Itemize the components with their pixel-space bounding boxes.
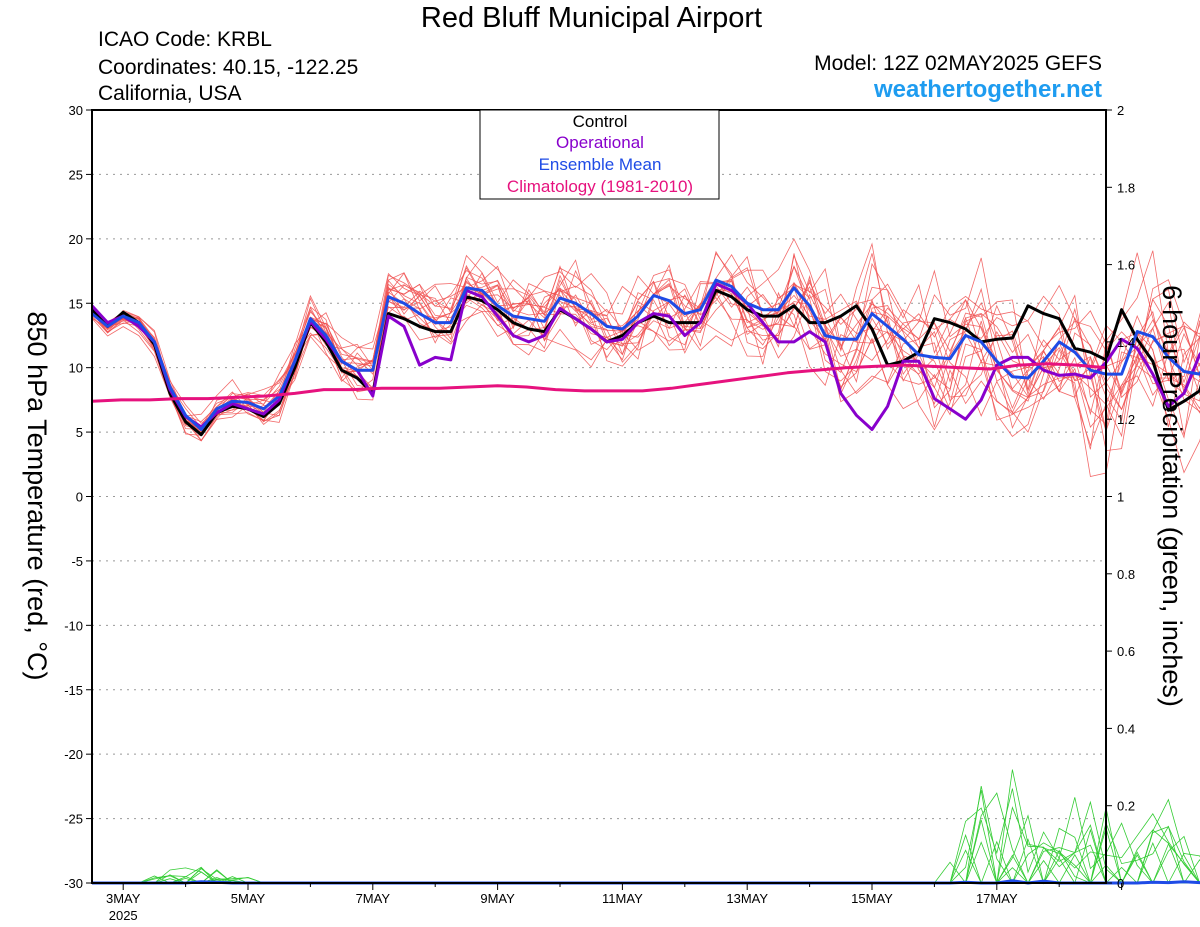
ensemble-member-temp-line bbox=[91, 253, 1200, 431]
ensemble-member-temp-line bbox=[91, 255, 1200, 452]
y2-tick-label: 1.2 bbox=[1117, 412, 1135, 427]
y2-tick-label: 1 bbox=[1117, 490, 1124, 505]
y-axis-label: 850 hPa Temperature (red, °C) bbox=[22, 312, 52, 681]
x-tick-label: 13MAY bbox=[726, 891, 768, 906]
ensemble-member-temp-line bbox=[91, 278, 1200, 425]
x-tick-label: 15MAY bbox=[851, 891, 893, 906]
y2-tick-label: 0.6 bbox=[1117, 644, 1135, 659]
chart-title: Red Bluff Municipal Airport bbox=[420, 2, 763, 34]
legend-climatology: Climatology (1981-2010) bbox=[507, 177, 693, 196]
y-tick-label: 20 bbox=[69, 232, 83, 247]
y2-tick-label: 1.6 bbox=[1117, 258, 1135, 273]
x-tick-label: 5MAY bbox=[231, 891, 266, 906]
y-tick-label: -25 bbox=[64, 812, 83, 827]
y-tick-label: 5 bbox=[76, 425, 83, 440]
x-tick-label: 11MAY bbox=[602, 891, 643, 906]
y-tick-label: -30 bbox=[64, 876, 83, 891]
legend-ensemble-mean: Ensemble Mean bbox=[539, 155, 662, 174]
ensemble-member-temp-line bbox=[91, 254, 1200, 437]
y-tick-label: 30 bbox=[69, 103, 83, 118]
ensemble-member-precip-line bbox=[92, 792, 1200, 884]
x-tick-label: 3MAY bbox=[106, 891, 141, 906]
y2-axis-label: 6-hour Precipitation (green, inches) bbox=[1157, 285, 1187, 707]
ensemble-member-precip-line bbox=[92, 826, 1200, 885]
location: California, USA bbox=[98, 82, 242, 105]
y2-tick-label: 0 bbox=[1117, 876, 1124, 891]
y-tick-label: 10 bbox=[69, 361, 83, 376]
x-year-label: 2025 bbox=[109, 908, 138, 923]
series-line-ensemble-mean bbox=[91, 278, 1200, 431]
y-tick-label: -20 bbox=[64, 747, 83, 762]
site-link[interactable]: weathertogether.net bbox=[873, 76, 1102, 103]
legend-operational: Operational bbox=[556, 133, 644, 152]
y2-tick-label: 0.8 bbox=[1117, 567, 1135, 582]
y-tick-label: 15 bbox=[69, 296, 83, 311]
y-tick-label: -10 bbox=[64, 618, 83, 633]
y2-tick-label: 0.4 bbox=[1117, 721, 1135, 736]
y2-tick-label: 1.4 bbox=[1117, 335, 1135, 350]
ensemble-member-precip-line bbox=[92, 788, 1200, 884]
model-run: Model: 12Z 02MAY2025 GEFS bbox=[814, 52, 1102, 75]
legend-control: Control bbox=[573, 112, 628, 131]
y-tick-label: -5 bbox=[71, 554, 83, 569]
y2-tick-label: 1.8 bbox=[1117, 180, 1135, 195]
ensemble-member-temp-line bbox=[91, 270, 1200, 436]
x-tick-label: 7MAY bbox=[356, 891, 391, 906]
y2-tick-label: 0.2 bbox=[1117, 799, 1135, 814]
x-tick-label: 17MAY bbox=[976, 891, 1018, 906]
ensemble-member-temp-line bbox=[91, 253, 1200, 431]
y-tick-label: -15 bbox=[64, 683, 83, 698]
ensemble-member-temp-line bbox=[91, 283, 1200, 430]
series-layer bbox=[90, 278, 1200, 885]
axis-layer: 302520151050-5-10-15-20-25-3021.81.61.41… bbox=[64, 103, 1135, 923]
legend-box: Control Operational Ensemble Mean Climat… bbox=[479, 109, 720, 200]
y-tick-label: 0 bbox=[76, 490, 83, 505]
y2-tick-label: 2 bbox=[1117, 103, 1124, 118]
series-line-climatology-1981-2010 bbox=[91, 362, 1107, 403]
coordinates: Coordinates: 40.15, -122.25 bbox=[98, 56, 359, 79]
ensemble-member-temp-line bbox=[91, 271, 1200, 441]
icao-code: ICAO Code: KRBL bbox=[98, 28, 272, 51]
x-tick-label: 9MAY bbox=[480, 891, 515, 906]
ensemble-member-temp-line bbox=[91, 264, 1200, 434]
y-tick-label: 25 bbox=[69, 167, 83, 182]
ensemble-member-precip-line bbox=[92, 769, 1200, 884]
grid-layer bbox=[92, 173, 1106, 820]
ensemble-member-precip-line bbox=[92, 786, 1200, 884]
ensemble-member-temp-line bbox=[91, 257, 1200, 433]
ensemble-member-temp-line bbox=[91, 250, 1200, 434]
